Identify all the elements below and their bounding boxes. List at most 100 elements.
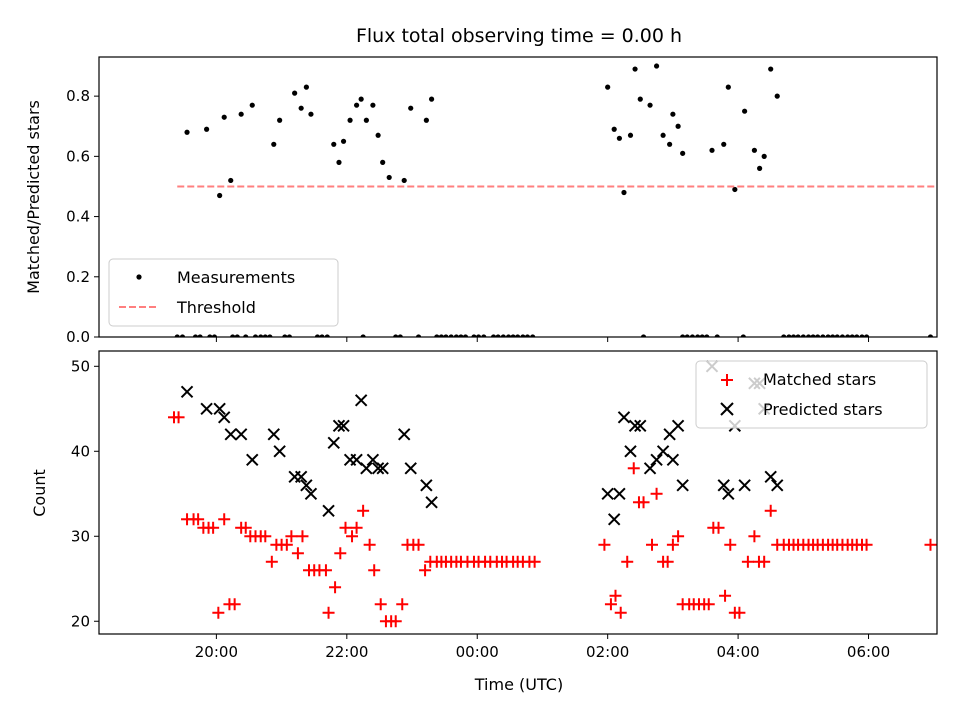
matched-star-point	[192, 513, 205, 526]
measurement-point	[415, 334, 422, 337]
measurement-point	[243, 334, 249, 337]
measurement-point	[627, 132, 634, 138]
bottom-x-axis: 20:00 22:00 00:00 02:00 04:00 06:00	[195, 634, 890, 661]
predicted-star-point	[300, 479, 313, 492]
measurement-point	[336, 159, 342, 165]
predicted-star-point	[376, 462, 389, 475]
measurement-point	[380, 159, 386, 165]
predicted-star-point	[304, 487, 318, 500]
measurement-point	[360, 334, 366, 337]
matched-star-point	[212, 606, 225, 619]
measurement-point	[810, 334, 816, 337]
matched-star-point	[672, 530, 685, 543]
top-x-axis	[215, 337, 870, 342]
top-marks	[174, 63, 937, 337]
measurement-point	[443, 334, 449, 337]
predicted-star-point	[671, 419, 685, 432]
bottom-xtick-label: 06:00	[847, 643, 890, 661]
measurement-point	[825, 334, 831, 337]
measurement-point	[448, 334, 454, 337]
predicted-star-point	[354, 394, 368, 407]
measurement-point	[815, 334, 821, 337]
predicted-star-point	[322, 504, 335, 517]
predicted-star-point	[246, 453, 259, 466]
measurement-point	[830, 334, 836, 337]
measurement-point	[401, 177, 407, 184]
measurement-point	[820, 334, 826, 337]
predicted-star-point	[337, 419, 350, 432]
measurement-point	[238, 111, 244, 117]
measurement-point	[863, 334, 870, 337]
measurement-point	[258, 334, 264, 337]
measurement-point	[725, 84, 731, 90]
measurement-point	[834, 334, 840, 337]
matched-star-point	[374, 598, 387, 611]
matched-star-point	[733, 606, 746, 619]
matched-star-point	[396, 598, 409, 611]
legend-matched-marker	[721, 374, 733, 386]
top-ytick-label: 0.0	[66, 328, 90, 346]
predicted-star-point	[676, 479, 689, 492]
predicted-star-point	[624, 445, 637, 458]
top-y-axis-label: Matched/Predicted stars	[24, 100, 43, 294]
predicted-star-point	[601, 487, 614, 500]
predicted-star-point	[200, 402, 213, 415]
measurement-point	[375, 132, 381, 138]
measurement-point	[751, 147, 758, 153]
measurement-point	[761, 153, 767, 159]
measurement-point	[660, 132, 666, 138]
predicted-star-point	[634, 419, 647, 432]
measurement-point	[481, 334, 487, 337]
matched-star-point	[329, 581, 342, 594]
legend-measurements-label: Measurements	[177, 268, 295, 287]
legend-predicted-marker	[720, 402, 734, 416]
measurement-point	[510, 334, 516, 337]
legend-matched-label: Matched stars	[763, 370, 876, 389]
matched-star-point	[280, 538, 293, 551]
matched-star-point	[666, 538, 679, 551]
bottom-marks	[167, 360, 937, 628]
measurement-point	[282, 334, 288, 337]
predicted-star-point	[717, 479, 730, 492]
measurement-point	[347, 117, 353, 123]
predicted-star-point	[420, 479, 433, 492]
measurement-point	[605, 84, 611, 90]
measurement-point	[927, 334, 934, 337]
measurement-point	[684, 334, 690, 337]
top-ytick-label: 0.8	[66, 87, 90, 105]
matched-star-point	[291, 547, 304, 560]
measurement-point	[524, 334, 531, 337]
measurement-point	[839, 334, 846, 337]
measurement-point	[500, 334, 506, 337]
measurement-point	[699, 334, 705, 337]
matched-star-point	[207, 521, 220, 534]
matched-star-point	[419, 564, 432, 577]
measurement-point	[800, 334, 806, 337]
measurement-point	[249, 102, 255, 108]
matched-star-point	[724, 538, 737, 551]
measurement-point	[314, 334, 321, 337]
matched-star-point	[239, 521, 252, 534]
matched-star-point	[334, 547, 347, 560]
predicted-star-point	[213, 402, 226, 415]
bottom-ytick-label: 20	[71, 612, 90, 630]
bottom-xtick-label: 02:00	[586, 643, 629, 661]
predicted-star-point	[722, 487, 735, 500]
matched-star-point	[389, 615, 402, 628]
measurement-point	[704, 334, 710, 337]
matched-star-point	[357, 504, 370, 517]
measurement-point	[709, 147, 715, 153]
bottom-y-axis: 20 30 40 50	[71, 357, 99, 630]
matched-star-point	[604, 598, 617, 611]
predicted-star-point	[294, 470, 308, 483]
bottom-plot-frame	[98, 350, 938, 635]
predicted-star-point	[267, 428, 280, 441]
bottom-xtick-label: 00:00	[456, 643, 499, 661]
measurement-point	[303, 84, 309, 90]
predicted-star-point	[628, 419, 642, 432]
bottom-ytick-label: 50	[71, 357, 90, 375]
matched-star-point	[621, 555, 634, 568]
top-legend-box	[108, 258, 339, 327]
measurement-point	[271, 141, 277, 147]
predicted-star-point	[607, 513, 621, 526]
